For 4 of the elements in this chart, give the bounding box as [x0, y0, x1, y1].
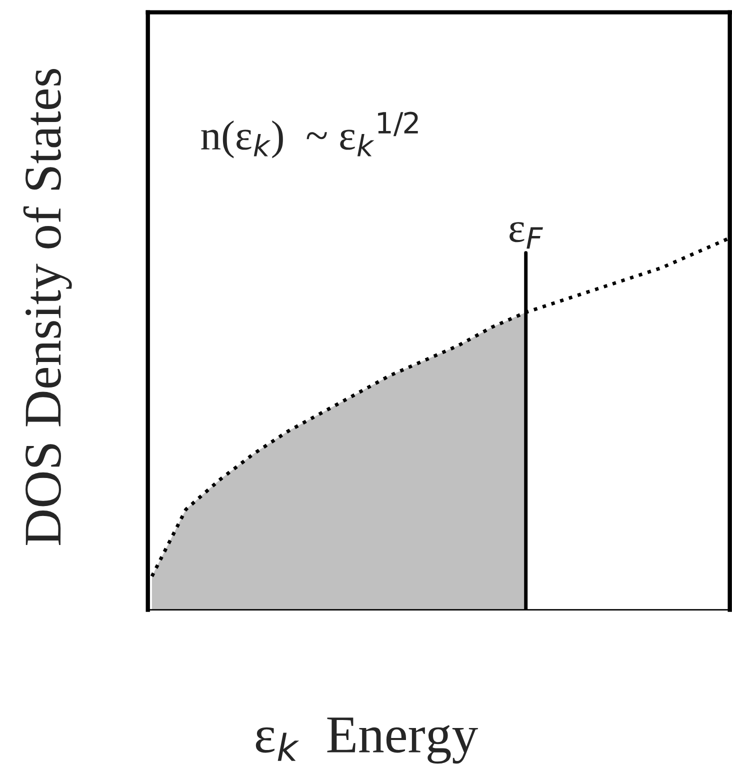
- series-label: ε$_{F}$: [510, 222, 543, 249]
- x-axis-title: ε$_{k}$ Energy: [256, 718, 478, 764]
- text: n(ε$_{k}$) ~ ε$_{k}$$^{1/2}$: [201, 112, 418, 158]
- y-axis-title: DOS Density of States: [23, 69, 72, 545]
